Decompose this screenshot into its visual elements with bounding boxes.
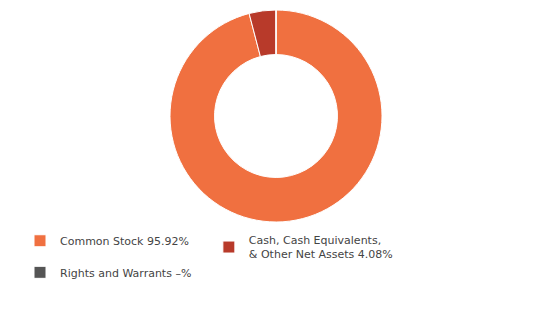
svg-text:Rights and Warrants –%: Rights and Warrants –% xyxy=(60,267,191,280)
svg-text:Cash, Cash Equivalents,& Other: Cash, Cash Equivalents,& Other Net Asset… xyxy=(249,234,393,261)
svg-text:Common Stock 95.92%: Common Stock 95.92% xyxy=(60,235,189,248)
